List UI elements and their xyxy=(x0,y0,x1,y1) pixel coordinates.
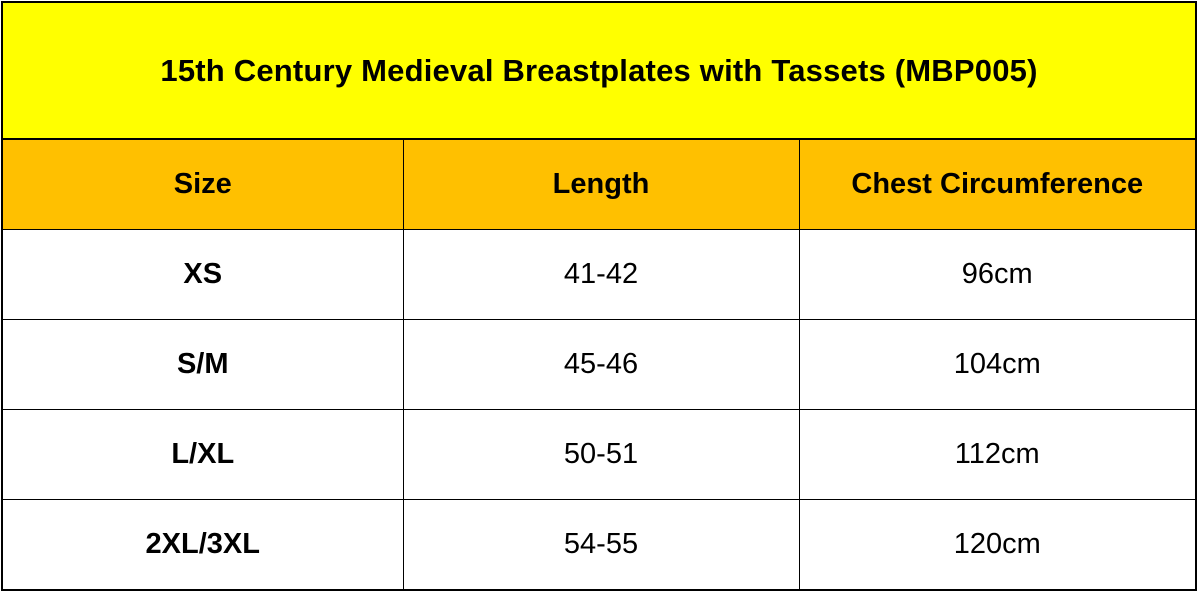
chest-cell: 120cm xyxy=(798,499,1195,589)
header-chest-circumference: Chest Circumference xyxy=(798,140,1195,230)
header-length: Length xyxy=(402,140,799,230)
header-size: Size xyxy=(3,140,403,230)
table-row: S/M 45-46 104cm xyxy=(3,319,1195,410)
table-row: 2XL/3XL 54-55 120cm xyxy=(3,499,1195,589)
table-row: XS 41-42 96cm xyxy=(3,229,1195,320)
size-cell: S/M xyxy=(3,319,403,410)
chart-title: 15th Century Medieval Breastplates with … xyxy=(160,52,1038,88)
length-cell: 50-51 xyxy=(402,409,799,500)
size-table: Size Length Chest Circumference XS 41-42… xyxy=(3,140,1195,589)
chest-cell: 112cm xyxy=(798,409,1195,500)
chest-cell: 104cm xyxy=(798,319,1195,410)
length-cell: 54-55 xyxy=(402,499,799,589)
size-cell: XS xyxy=(3,229,403,320)
header-row: Size Length Chest Circumference xyxy=(3,140,1195,230)
length-cell: 45-46 xyxy=(402,319,799,410)
title-bar: 15th Century Medieval Breastplates with … xyxy=(3,3,1195,140)
chest-cell: 96cm xyxy=(798,229,1195,320)
table-row: L/XL 50-51 112cm xyxy=(3,409,1195,500)
length-cell: 41-42 xyxy=(402,229,799,320)
size-cell: 2XL/3XL xyxy=(145,527,260,560)
size-cell: L/XL xyxy=(3,409,403,500)
